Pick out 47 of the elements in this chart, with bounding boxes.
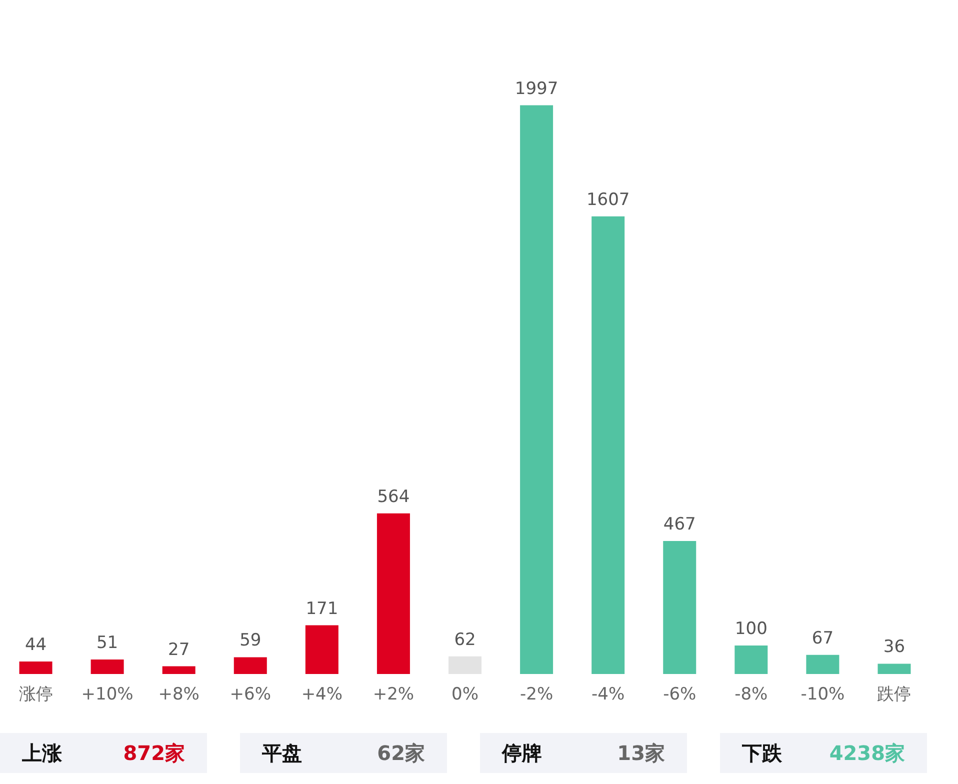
bar bbox=[806, 654, 840, 674]
text: 上涨 bbox=[21, 741, 63, 765]
text: 平盘 bbox=[261, 741, 302, 765]
bar bbox=[734, 646, 768, 674]
data-label: 59 bbox=[240, 630, 262, 651]
x-tick-label: 涨停 bbox=[18, 684, 53, 704]
text: 停牌 bbox=[501, 741, 542, 765]
bar bbox=[520, 105, 554, 674]
data-label: 100 bbox=[734, 619, 768, 640]
bar bbox=[305, 625, 338, 674]
data-label: 67 bbox=[812, 628, 834, 648]
x-tick-label: +2% bbox=[372, 684, 414, 704]
text: 13家 bbox=[617, 741, 665, 765]
data-label: 1997 bbox=[514, 78, 558, 99]
data-label: 36 bbox=[883, 637, 906, 658]
bar bbox=[376, 513, 410, 674]
bar bbox=[878, 664, 911, 674]
x-tick-label: 0% bbox=[452, 684, 478, 704]
bar bbox=[162, 666, 196, 674]
x-tick-label: -2% bbox=[520, 684, 554, 704]
data-label: 44 bbox=[24, 634, 47, 655]
data-label: 62 bbox=[454, 630, 476, 650]
text: 872家 bbox=[123, 741, 185, 765]
bar bbox=[234, 657, 267, 674]
bar bbox=[663, 541, 696, 674]
x-tick-label: +6% bbox=[230, 684, 271, 704]
x-tick-label: +4% bbox=[301, 684, 343, 704]
text: 62家 bbox=[377, 741, 425, 765]
x-tick-label: +8% bbox=[158, 684, 200, 704]
x-tick-label: +10% bbox=[81, 684, 134, 704]
x-tick-label: -8% bbox=[734, 684, 768, 704]
bar bbox=[448, 656, 482, 674]
data-label: 1607 bbox=[586, 190, 630, 210]
x-tick-label: -4% bbox=[592, 684, 625, 704]
bar bbox=[592, 216, 625, 674]
data-label: 51 bbox=[96, 632, 118, 653]
text: 4238家 bbox=[829, 741, 905, 765]
data-label: 171 bbox=[306, 598, 338, 619]
text: 下跌 bbox=[741, 741, 783, 765]
data-label: 467 bbox=[663, 514, 696, 535]
bar bbox=[90, 659, 124, 674]
data-label: 27 bbox=[168, 640, 190, 660]
data-label: 564 bbox=[377, 486, 410, 507]
x-tick-label: 跌停 bbox=[877, 684, 912, 704]
bar bbox=[19, 661, 52, 674]
x-tick-label: -10% bbox=[800, 684, 845, 704]
x-tick-label: -6% bbox=[663, 684, 696, 704]
